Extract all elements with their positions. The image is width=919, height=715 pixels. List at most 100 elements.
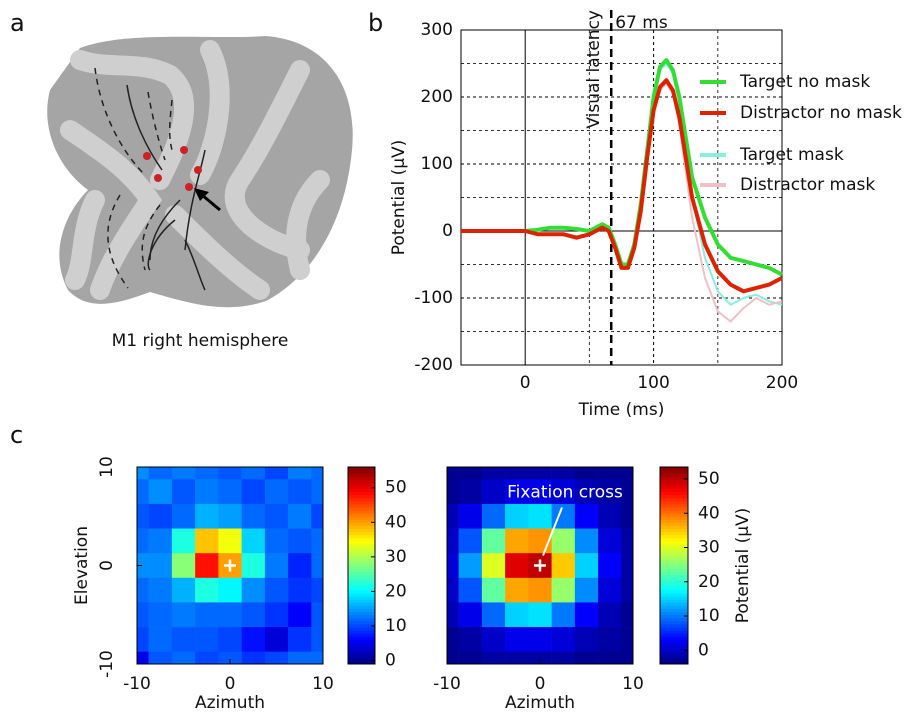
colorbar-step: [348, 602, 375, 606]
heatmap-cell: [148, 627, 173, 652]
y-tick-label: -100: [414, 288, 453, 308]
heatmap-cell: [264, 627, 289, 652]
heatmap-cell: [621, 602, 634, 628]
heatmap-cell: [137, 602, 149, 628]
colorbar-step: [348, 605, 375, 609]
colorbar-step: [348, 491, 375, 496]
heatmap-cell: [264, 651, 289, 665]
x-tick-label: -10: [433, 674, 461, 694]
x-tick-label: 200: [766, 373, 798, 393]
y-axis-label: Potential (µV): [389, 140, 409, 256]
colorbar-step: [348, 639, 375, 643]
heatmap-cell: [171, 528, 196, 554]
legend-label: Distractor no mask: [740, 103, 902, 123]
x-axis-label: Time (ms): [578, 400, 665, 420]
x-axis-label: Azimuth: [505, 693, 575, 713]
colorbar-step: [660, 568, 688, 573]
heatmap-cell: [288, 577, 312, 603]
heatmap-cell: [528, 467, 552, 480]
heatmap-cell: [447, 627, 459, 652]
heatmap-cell: [288, 467, 312, 480]
series-line: [461, 78, 783, 294]
heatmap-cell: [458, 503, 483, 529]
colorbar-step: [660, 648, 688, 653]
colorbar-step: [348, 482, 375, 486]
colorbar-step: [660, 540, 688, 545]
colorbar-step: [660, 642, 688, 646]
heatmap-cell: [574, 627, 599, 652]
heatmap-cell: [218, 479, 242, 505]
colorbar-step: [348, 611, 375, 616]
x-tick-label: 0: [225, 674, 236, 694]
heatmap-cell: [528, 602, 552, 628]
colorbar-step: [348, 651, 375, 656]
colorbar-step: [660, 467, 688, 471]
heatmap-cell: [264, 553, 289, 579]
colorbar-tick-label: 20: [385, 581, 407, 601]
heatmap-cell: [264, 479, 289, 505]
colorbar-step: [348, 590, 375, 594]
colorbar-step: [348, 657, 375, 662]
colorbar-tick-label: 30: [698, 538, 720, 558]
heatmap-cell: [171, 479, 196, 505]
y-tick-label: 300: [421, 20, 453, 40]
latency-value-label: 67 ms: [615, 13, 668, 33]
electrode-sites: [143, 146, 202, 191]
colorbar-step: [660, 565, 688, 569]
series-line: [461, 58, 783, 277]
colorbar-step: [348, 614, 375, 619]
heatmap-cell: [264, 467, 289, 480]
heatmap-cell: [137, 627, 149, 652]
heatmap-cell: [528, 577, 552, 603]
colorbar-step: [348, 543, 375, 548]
x-tick-label: 100: [637, 373, 669, 393]
heatmap-cell: [195, 553, 219, 579]
heatmap-cell: [598, 627, 622, 652]
heatmap-cell: [264, 577, 289, 603]
colorbar-step: [348, 467, 375, 471]
x-tick-label: 10: [312, 674, 334, 694]
x-tick-label: -10: [123, 674, 151, 694]
heatmap-cell: [264, 503, 289, 529]
colorbar-step: [660, 537, 688, 542]
heatmap-cell: [458, 479, 483, 505]
heatmap-cell: [148, 553, 173, 579]
legend-label: Distractor mask: [740, 175, 875, 195]
colorbar-label: Potential (µV): [733, 508, 753, 624]
heatmap-cell: [598, 651, 622, 665]
latency-label: Visual latency: [584, 10, 604, 129]
y-tick-label: 10: [97, 456, 117, 478]
heatmap-cell: [218, 651, 242, 665]
colorbar-step: [660, 593, 688, 597]
heatmap-cell: [598, 553, 622, 579]
annotation: Fixation cross: [507, 483, 623, 503]
colorbar-step: [348, 593, 375, 597]
colorbar-step: [348, 479, 375, 483]
colorbar-step: [660, 651, 688, 656]
colorbar-step: [348, 513, 375, 517]
colorbar-step: [660, 485, 688, 489]
heatmap-cell: [458, 651, 483, 665]
colorbar-step: [660, 513, 688, 517]
colorbar-step: [348, 562, 375, 566]
colorbar-step: [660, 639, 688, 643]
colorbar-tick-label: 40: [385, 512, 407, 532]
heatmap-cell: [574, 577, 599, 603]
colorbar-step: [348, 519, 375, 523]
heatmap-cell: [505, 602, 529, 628]
colorbar-step: [660, 660, 688, 665]
colorbar-step: [660, 645, 688, 650]
heatmap-cell: [288, 602, 312, 628]
colorbar-step: [660, 620, 688, 625]
x-tick-label: 0: [520, 373, 531, 393]
colorbar-step: [348, 559, 375, 563]
colorbar-step: [348, 476, 375, 480]
heatmap-cell: [574, 602, 599, 628]
colorbar-step: [348, 645, 375, 650]
colorbar-step: [348, 660, 375, 665]
colorbar-step: [348, 494, 375, 499]
heatmap-cell: [505, 467, 529, 480]
plot-frame: [460, 29, 783, 366]
heatmap-cell: [311, 503, 324, 529]
